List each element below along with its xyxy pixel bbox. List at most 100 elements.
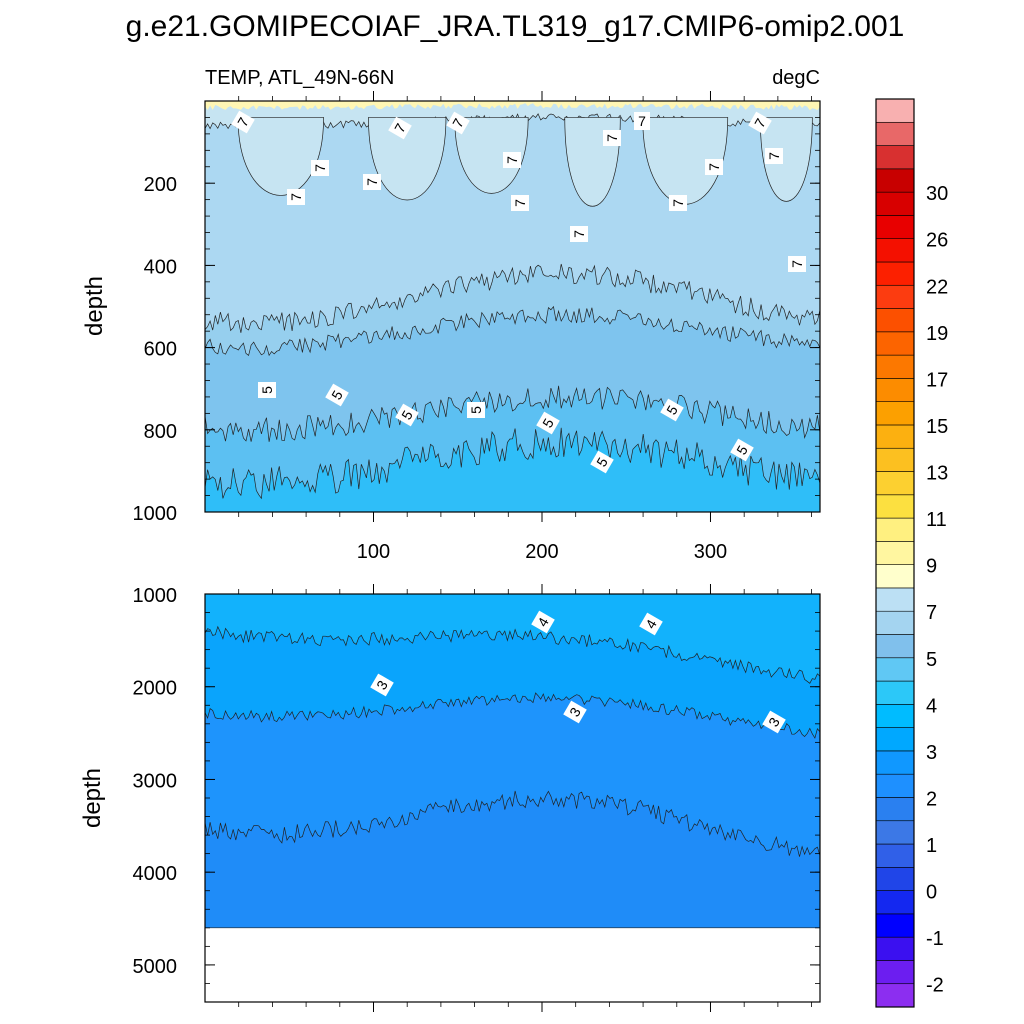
y-tick-label: 800 xyxy=(144,421,177,443)
contour-label-box xyxy=(388,116,412,140)
contour-label-box xyxy=(563,700,587,724)
contour-label: 3 xyxy=(370,673,394,697)
upper-contour-line xyxy=(204,305,821,357)
upper-fill-finger xyxy=(759,117,813,202)
contour-label-text: 7 xyxy=(706,163,722,171)
contour-label-text: 7 xyxy=(312,164,328,172)
upper-y-axis-label: depth xyxy=(81,276,108,336)
contour-label: 7 xyxy=(503,152,521,168)
lower-contour-line xyxy=(204,625,821,684)
colorbar-cell xyxy=(875,401,915,426)
lower-y-axis-label: depth xyxy=(79,768,106,828)
upper-fill-band xyxy=(205,427,820,512)
contour-label: 7 xyxy=(788,256,806,272)
contour-label-box xyxy=(570,226,588,242)
contour-label: 7 xyxy=(287,189,305,205)
contour-label-box xyxy=(311,160,329,176)
lower-contour-fills xyxy=(204,594,821,1002)
upper-x-ticks: 100 200 300 xyxy=(238,91,812,563)
lower-x-ticks xyxy=(238,584,812,1012)
colorbar-cell xyxy=(875,727,915,752)
colorbar-cell xyxy=(875,215,915,239)
contour-label-box xyxy=(660,398,684,422)
x-tick-label: 200 xyxy=(525,541,558,563)
colorbar-cell xyxy=(875,145,915,170)
colorbar-cell xyxy=(875,936,915,961)
upper-fill-finger xyxy=(368,117,447,201)
contour-label-box xyxy=(531,610,555,634)
lower-fill-band xyxy=(205,790,820,928)
colorbar-cell xyxy=(875,634,915,659)
colorbar-label: 7 xyxy=(926,602,937,624)
upper-contour-line xyxy=(204,263,821,333)
colorbar-cell xyxy=(875,261,915,286)
lower-panel: 4 4 3 3 3 1000 2000 3000 4000 5000 depth xyxy=(79,584,821,1012)
colorbar-cell xyxy=(875,797,915,822)
contour-label-box xyxy=(258,382,276,398)
upper-y-ticks: 200 400 600 800 1000 xyxy=(133,100,820,525)
contour-label-box xyxy=(287,189,305,205)
colorbar-label: -1 xyxy=(926,928,944,950)
contour-label: 7 xyxy=(669,195,687,211)
contour-label-box xyxy=(446,111,470,135)
upper-panel: TEMP, ATL_49N-66N degC 7 7 7 7 7 7 7 7 7 7 7 7 7 7 7 7 5… xyxy=(81,67,821,563)
contour-label-box xyxy=(748,111,772,135)
contour-label: 7 xyxy=(231,110,255,134)
colorbar-cell xyxy=(875,308,915,333)
contour-label: 4 xyxy=(639,612,663,636)
contour-label-text: 7 xyxy=(670,199,686,207)
upper-fill-finger xyxy=(237,117,324,196)
contour-label-box xyxy=(765,148,783,164)
lower-y-ticks: 1000 2000 3000 4000 5000 xyxy=(133,585,820,1003)
y-tick-label: 200 xyxy=(144,174,177,196)
contour-label: 5 xyxy=(467,402,485,418)
colorbar-cell xyxy=(875,284,915,309)
colorbar-frame xyxy=(875,98,915,1008)
colorbar-cell xyxy=(875,564,915,589)
colorbar-cell xyxy=(875,121,915,146)
contour-label: 3 xyxy=(563,700,587,724)
contour-label-box xyxy=(603,130,621,146)
contour-label: 7 xyxy=(603,130,621,146)
colorbar-label: 19 xyxy=(926,323,948,345)
colorbar-cell xyxy=(875,610,915,635)
upper-fill-finger xyxy=(454,117,529,194)
contour-label-text: 7 xyxy=(504,156,520,164)
colorbar-cell xyxy=(875,98,915,123)
colorbar-cell xyxy=(875,820,915,845)
colorbar-label: 15 xyxy=(926,416,948,438)
colorbar-label: 1 xyxy=(926,835,937,857)
contour-label: 7 xyxy=(311,160,329,176)
y-tick-label: 400 xyxy=(144,256,177,278)
contour-label: 5 xyxy=(395,403,419,427)
contour-label-box xyxy=(639,612,663,636)
y-tick-label: 600 xyxy=(144,339,177,361)
contour-label: 7 xyxy=(446,111,470,135)
colorbar-cell xyxy=(875,517,915,542)
contour-label-text: 7 xyxy=(288,193,304,201)
colorbar-cell xyxy=(875,471,915,496)
contour-label: 7 xyxy=(511,195,529,211)
y-tick-label: 1000 xyxy=(133,503,178,525)
contour-label-box xyxy=(395,403,419,427)
x-tick-label: 100 xyxy=(357,541,390,563)
colorbar-cell xyxy=(875,704,915,728)
upper-subtitle-left: TEMP, ATL_49N-66N xyxy=(205,67,394,89)
y-tick-label: 1000 xyxy=(133,585,178,607)
colorbar: -2 -1 0 1 2 3 4 5 7 9 11 13 15 17 19 22 26 30 xyxy=(875,98,948,1008)
y-tick-label: 5000 xyxy=(133,956,178,978)
colorbar-label: 5 xyxy=(926,649,937,671)
lower-contour-line xyxy=(204,790,821,857)
colorbar-cell xyxy=(875,378,915,402)
contour-label: 7 xyxy=(388,116,412,140)
contour-label-box xyxy=(730,438,754,462)
colorbar-label: 0 xyxy=(926,882,937,904)
lower-contour-line xyxy=(204,692,821,739)
upper-subtitle-right: degC xyxy=(772,67,820,89)
colorbar-cell xyxy=(875,354,915,379)
colorbar-cell xyxy=(875,867,915,891)
y-tick-label: 2000 xyxy=(133,678,178,700)
colorbar-cell xyxy=(875,890,915,915)
colorbar-label: 17 xyxy=(926,369,948,391)
